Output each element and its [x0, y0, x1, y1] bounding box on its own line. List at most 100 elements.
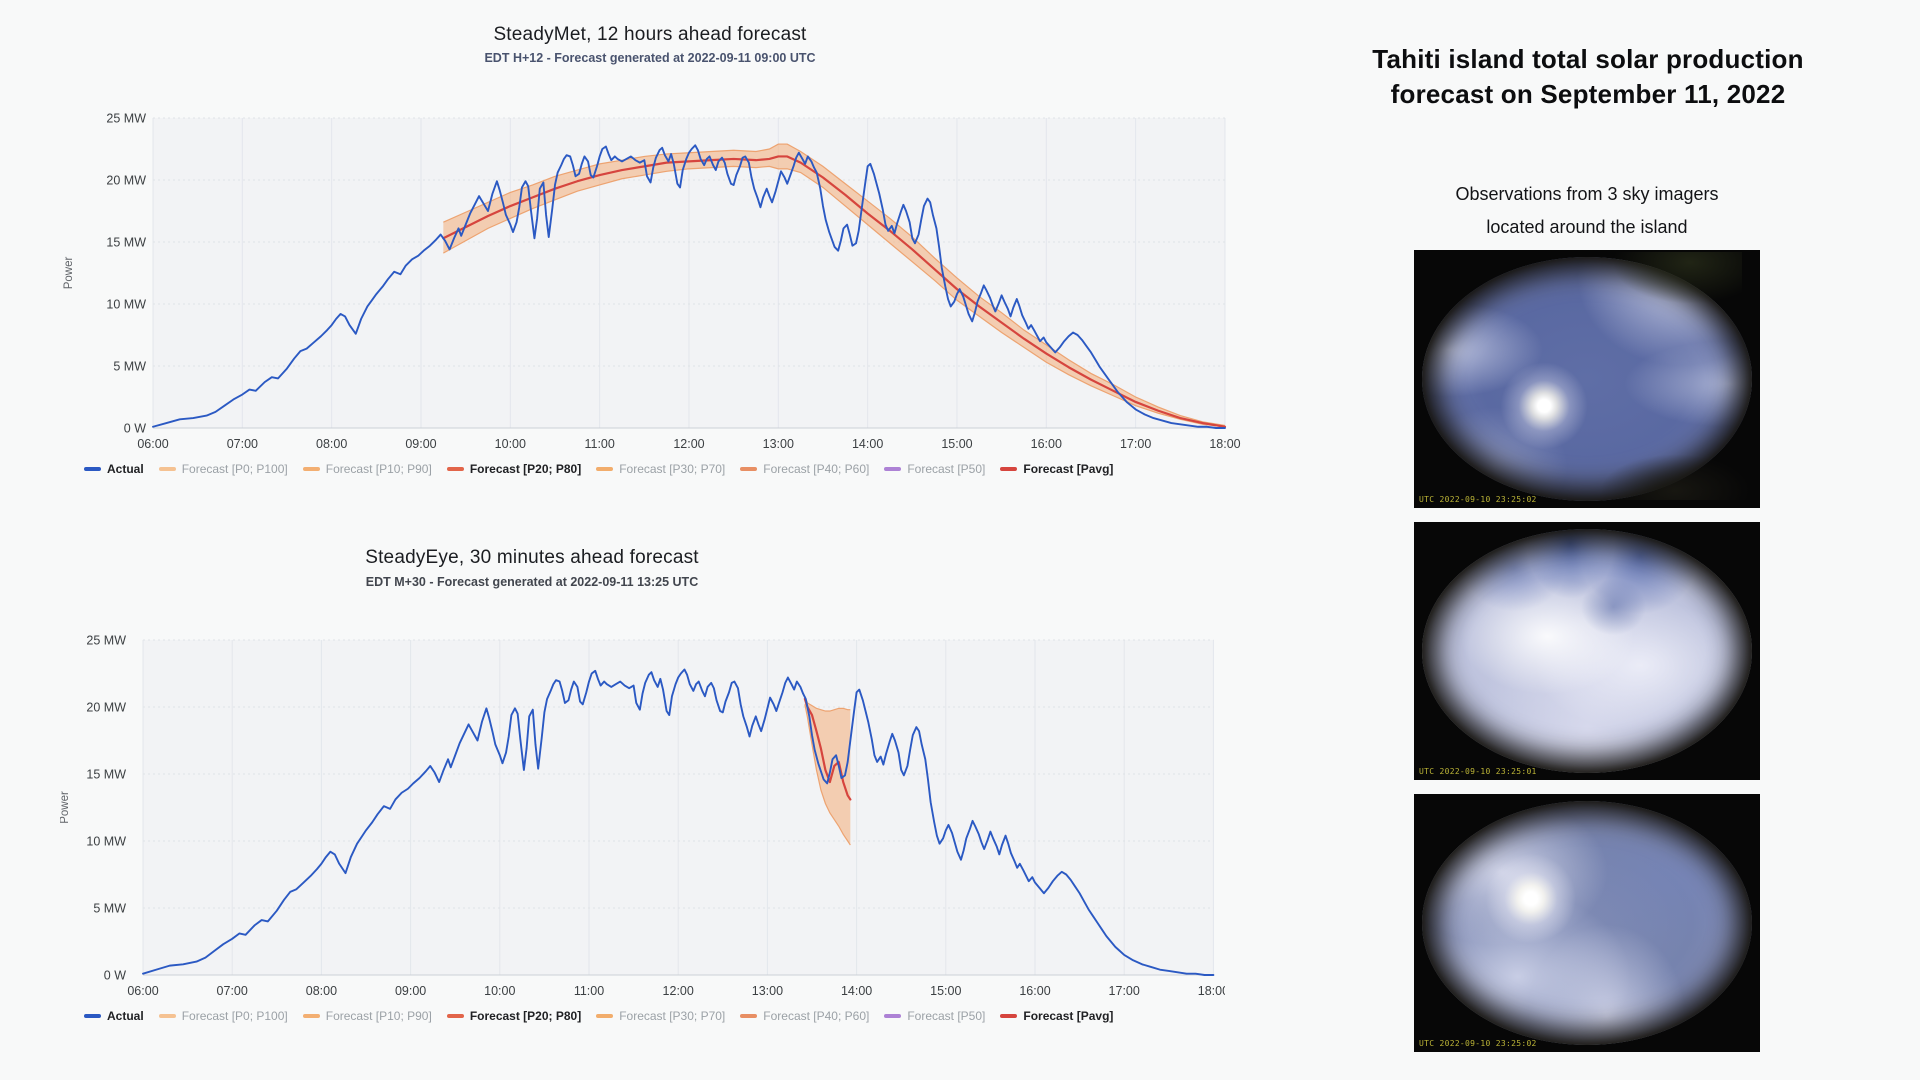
legend-item-forecast-pavg[interactable]: Forecast [Pavg]: [1000, 462, 1113, 476]
legend-item-actual[interactable]: Actual: [84, 1009, 144, 1023]
chart2-title: SteadyEye, 30 minutes ahead forecast: [365, 547, 699, 568]
photo3-timestamp: UTC 2022-09-10 23:25:02: [1419, 1039, 1537, 1048]
svg-text:06:00: 06:00: [127, 984, 158, 998]
fisheye-sky-dome-3: [1422, 801, 1752, 1045]
legend-item-forecast-p10-p90[interactable]: Forecast [P10; P90]: [302, 462, 432, 476]
legend-swatch-icon: [158, 467, 176, 471]
chart1-plot-area: 06:00 07:00 08:00 09:00 10:00 11:00 12:00 13:00…: [63, 112, 1241, 452]
legend-swatch-icon: [446, 467, 464, 471]
page-title: Tahiti island total solar production for…: [1330, 42, 1846, 112]
svg-text:17:00: 17:00: [1109, 984, 1140, 998]
svg-text:Power: Power: [60, 791, 71, 824]
svg-text:06:00: 06:00: [137, 437, 168, 451]
svg-text:18:00: 18:00: [1198, 984, 1225, 998]
svg-text:09:00: 09:00: [395, 984, 426, 998]
svg-text:0 W: 0 W: [104, 969, 126, 983]
chart1-title: SteadyMet, 12 hours ahead forecast: [493, 24, 807, 45]
legend-swatch-icon: [596, 467, 614, 471]
svg-text:10:00: 10:00: [495, 437, 526, 451]
svg-text:5 MW: 5 MW: [93, 902, 126, 916]
legend-swatch-icon: [84, 1014, 101, 1018]
legend-label: Actual: [107, 1009, 144, 1023]
legend-item-forecast-p30-p70[interactable]: Forecast [P30; P70]: [596, 1009, 725, 1023]
svg-text:15:00: 15:00: [941, 437, 972, 451]
chart1-subtitle: EDT H+12 - Forecast generated at 2022-09…: [484, 51, 816, 65]
svg-text:5 MW: 5 MW: [113, 360, 146, 374]
legend-label: Forecast [P0; P100]: [181, 462, 288, 476]
legend-label: Actual: [107, 462, 144, 476]
svg-text:10:00: 10:00: [484, 984, 515, 998]
page-title-line1: Tahiti island total solar production: [1372, 44, 1804, 74]
legend-swatch-icon: [302, 1014, 320, 1018]
svg-text:10 MW: 10 MW: [106, 298, 146, 312]
legend-swatch-icon: [596, 1014, 614, 1018]
chart2-plot-area: 06:00 07:00 08:00 09:00 10:00 11:00 12:00 13:00…: [60, 634, 1225, 999]
legend-item-forecast-p40-p60[interactable]: Forecast [P40; P60]: [740, 462, 869, 476]
observations-subtitle: Observations from 3 sky imagers located …: [1417, 178, 1757, 245]
svg-text:13:00: 13:00: [752, 984, 783, 998]
legend-item-forecast-p20-p80[interactable]: Forecast [P20; P80]: [446, 462, 581, 476]
svg-text:17:00: 17:00: [1120, 437, 1151, 451]
svg-text:10 MW: 10 MW: [86, 835, 126, 849]
svg-text:08:00: 08:00: [306, 984, 337, 998]
legend-item-forecast-p40-p60[interactable]: Forecast [P40; P60]: [740, 1009, 869, 1023]
svg-text:25 MW: 25 MW: [86, 634, 126, 648]
svg-text:16:00: 16:00: [1019, 984, 1050, 998]
legend-label: Forecast [P0; P100]: [181, 1009, 288, 1023]
svg-text:Power: Power: [63, 257, 75, 290]
legend-swatch-icon: [740, 467, 758, 471]
legend-swatch-icon: [1000, 467, 1018, 471]
legend-label: Forecast [P30; P70]: [619, 1009, 726, 1023]
svg-text:11:00: 11:00: [584, 437, 614, 451]
fisheye-sky-dome-1: [1422, 257, 1752, 501]
svg-text:09:00: 09:00: [405, 437, 436, 451]
legend-swatch-icon: [446, 1014, 464, 1018]
legend-label: Forecast [P30; P70]: [619, 462, 726, 476]
observations-line2: located around the island: [1486, 217, 1688, 238]
photo1-timestamp: UTC 2022-09-10 23:25:02: [1419, 495, 1537, 504]
svg-text:15 MW: 15 MW: [106, 236, 146, 250]
svg-text:12:00: 12:00: [663, 984, 694, 998]
sky-imager-photo-2: UTC 2022-09-10 23:25:01: [1414, 522, 1760, 780]
legend-item-forecast-pavg[interactable]: Forecast [Pavg]: [1000, 1009, 1113, 1023]
legend-label: Forecast [P50]: [907, 1009, 986, 1023]
legend-item-actual[interactable]: Actual: [84, 462, 144, 476]
svg-text:07:00: 07:00: [217, 984, 248, 998]
svg-text:16:00: 16:00: [1031, 437, 1062, 451]
fisheye-sky-dome-2: [1422, 529, 1752, 773]
svg-text:15:00: 15:00: [930, 984, 961, 998]
observations-line1: Observations from 3 sky imagers: [1455, 184, 1719, 204]
svg-text:25 MW: 25 MW: [106, 112, 146, 126]
legend-swatch-icon: [884, 1014, 902, 1018]
svg-text:20 MW: 20 MW: [106, 174, 146, 188]
legend-label: Forecast [Pavg]: [1023, 1009, 1114, 1023]
legend-swatch-icon: [1000, 1014, 1018, 1018]
photo2-timestamp: UTC 2022-09-10 23:25:01: [1419, 767, 1537, 776]
sky-imager-photo-1: UTC 2022-09-10 23:25:02: [1414, 250, 1760, 508]
svg-text:18:00: 18:00: [1209, 437, 1240, 451]
svg-text:0 W: 0 W: [124, 422, 146, 436]
legend-swatch-icon: [84, 467, 101, 471]
svg-text:07:00: 07:00: [227, 437, 258, 451]
legend-item-forecast-p50[interactable]: Forecast [P50]: [884, 462, 985, 476]
legend-swatch-icon: [302, 467, 320, 471]
svg-text:11:00: 11:00: [574, 984, 604, 998]
legend-item-forecast-p0-p100[interactable]: Forecast [P0; P100]: [158, 1009, 288, 1023]
legend-label: Forecast [P40; P60]: [763, 462, 870, 476]
chart2-subtitle: EDT M+30 - Forecast generated at 2022-09…: [365, 575, 699, 589]
legend-label: Forecast [Pavg]: [1023, 462, 1114, 476]
legend-label: Forecast [P10; P90]: [325, 1009, 432, 1023]
chart1-legend: Actual Forecast [P0; P100] Forecast [P10; …: [84, 462, 1113, 476]
legend-item-forecast-p10-p90[interactable]: Forecast [P10; P90]: [302, 1009, 432, 1023]
legend-item-forecast-p20-p80[interactable]: Forecast [P20; P80]: [446, 1009, 582, 1023]
legend-swatch-icon: [740, 1014, 758, 1018]
svg-text:14:00: 14:00: [852, 437, 883, 451]
legend-item-forecast-p50[interactable]: Forecast [P50]: [884, 1009, 985, 1023]
svg-text:14:00: 14:00: [841, 984, 872, 998]
legend-swatch-icon: [884, 467, 902, 471]
legend-item-forecast-p0-p100[interactable]: Forecast [P0; P100]: [158, 462, 288, 476]
legend-item-forecast-p30-p70[interactable]: Forecast [P30; P70]: [596, 462, 725, 476]
svg-text:12:00: 12:00: [673, 437, 704, 451]
legend-label: Forecast [P20; P80]: [469, 1009, 582, 1023]
